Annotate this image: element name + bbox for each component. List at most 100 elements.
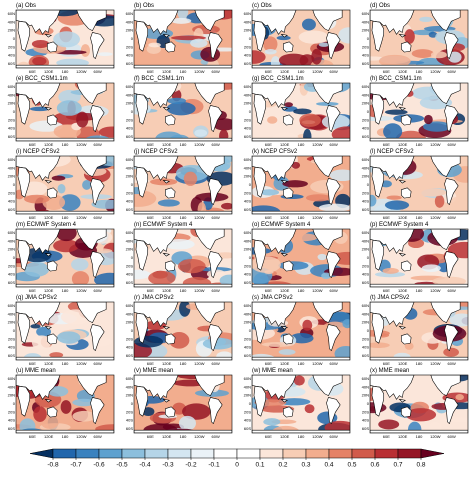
- lon-label: 120W: [76, 434, 87, 439]
- map: [134, 229, 232, 287]
- lat-label: 60S: [244, 61, 251, 66]
- lon-label: 120W: [312, 434, 323, 439]
- lat-label: 40S: [362, 272, 369, 277]
- lon-label: 120E: [398, 142, 408, 147]
- panel-label: (r) JMA CPSv2: [134, 295, 174, 301]
- lat-label: 20N: [244, 320, 251, 325]
- lat-label: 60N: [8, 376, 15, 381]
- lat-label: 0: [249, 36, 252, 41]
- lat-label: 20N: [126, 174, 133, 179]
- lon-label: 60E: [265, 69, 272, 74]
- lon-label: 60E: [383, 215, 390, 220]
- lon-label: 60W: [94, 361, 102, 366]
- lat-label: 40N: [362, 384, 369, 389]
- lat-label: 40S: [244, 53, 251, 58]
- colorbar-box: [397, 448, 422, 459]
- colorbar-tick-label: -0.8: [47, 462, 59, 469]
- lat-label: 20S: [244, 263, 251, 268]
- lon-label: 180: [298, 288, 305, 293]
- panel-label: (o) ECMWF System 4: [252, 222, 311, 228]
- lat-label: 0: [367, 401, 370, 406]
- lon-label: 120E: [280, 361, 290, 366]
- lat-label: 60S: [8, 280, 15, 285]
- map: [134, 83, 232, 141]
- lat-label: 40S: [126, 272, 133, 277]
- lon-label: 60W: [212, 361, 220, 366]
- lon-label: 60E: [147, 288, 154, 293]
- lon-label: 120E: [398, 361, 408, 366]
- colorbar-box: [190, 448, 215, 459]
- lon-label: 120W: [312, 142, 323, 147]
- lat-label: 60N: [8, 303, 15, 308]
- lon-label: 60W: [330, 142, 338, 147]
- panel-label: (d) Obs: [370, 3, 390, 9]
- lat-label: 40N: [362, 311, 369, 316]
- lon-label: 180: [62, 434, 69, 439]
- lat-label: 20S: [8, 336, 15, 341]
- lat-label: 20N: [8, 101, 15, 106]
- panel-label: (x) MME mean: [370, 368, 409, 374]
- lat-label: 40N: [244, 238, 251, 243]
- panel-label: (n) ECMWF System 4: [134, 222, 193, 228]
- colorbar-tick-label: -0.3: [162, 462, 174, 469]
- lat-label: 40S: [126, 126, 133, 131]
- lon-label: 60E: [383, 142, 390, 147]
- lat-label: 40N: [126, 311, 133, 316]
- lat-label: 60N: [8, 230, 15, 235]
- lat-label: 60S: [126, 353, 133, 358]
- lat-label: 60S: [244, 353, 251, 358]
- colorbar-box: [374, 448, 399, 459]
- lat-label: 40N: [362, 92, 369, 97]
- lon-label: 60W: [448, 215, 456, 220]
- lat-label: 0: [367, 182, 370, 187]
- lat-label: 0: [367, 328, 370, 333]
- lat-label: 20S: [244, 44, 251, 49]
- lat-label: 40S: [126, 418, 133, 423]
- map-frame: [369, 374, 469, 434]
- lat-label: 0: [13, 328, 16, 333]
- map: [16, 156, 114, 214]
- lat-label: 60S: [126, 426, 133, 431]
- lon-label: 60W: [330, 361, 338, 366]
- lat-label: 20S: [362, 263, 369, 268]
- lat-label: 60N: [244, 11, 251, 16]
- lat-label: 60S: [362, 353, 369, 358]
- colorbar-tick-label: 0.2: [278, 462, 287, 469]
- lat-label: 60S: [244, 426, 251, 431]
- lon-label: 120E: [44, 288, 54, 293]
- lon-label: 180: [180, 69, 187, 74]
- map: [252, 229, 350, 287]
- map: [370, 10, 468, 68]
- colorbar-tick-label: 0.1: [255, 462, 264, 469]
- lat-label: 40S: [244, 345, 251, 350]
- panel-label: (h) BCC_CSM1.1m: [370, 76, 422, 82]
- lat-label: 20N: [126, 393, 133, 398]
- lon-label: 60W: [212, 142, 220, 147]
- lat-label: 40N: [8, 92, 15, 97]
- lat-label: 40N: [8, 165, 15, 170]
- colorbar-tick-label: -0.7: [70, 462, 82, 469]
- lat-label: 60S: [8, 134, 15, 139]
- map: [252, 10, 350, 68]
- lat-label: 20N: [8, 174, 15, 179]
- lon-label: 60W: [448, 69, 456, 74]
- lon-label: 120E: [162, 434, 172, 439]
- lat-label: 0: [249, 109, 252, 114]
- lat-label: 40S: [8, 345, 15, 350]
- lon-label: 120W: [430, 361, 441, 366]
- lat-label: 20N: [126, 28, 133, 33]
- lat-label: 20N: [362, 174, 369, 179]
- lon-label: 180: [298, 142, 305, 147]
- lat-label: 40S: [244, 418, 251, 423]
- lon-label: 120E: [44, 215, 54, 220]
- lat-label: 20N: [244, 174, 251, 179]
- lon-label: 60E: [147, 361, 154, 366]
- lat-label: 60N: [362, 11, 369, 16]
- lon-label: 120E: [398, 69, 408, 74]
- lon-label: 60W: [448, 142, 456, 147]
- lon-label: 180: [298, 434, 305, 439]
- lat-label: 20N: [126, 101, 133, 106]
- lon-label: 180: [298, 361, 305, 366]
- lat-label: 40N: [126, 238, 133, 243]
- lat-label: 40S: [362, 126, 369, 131]
